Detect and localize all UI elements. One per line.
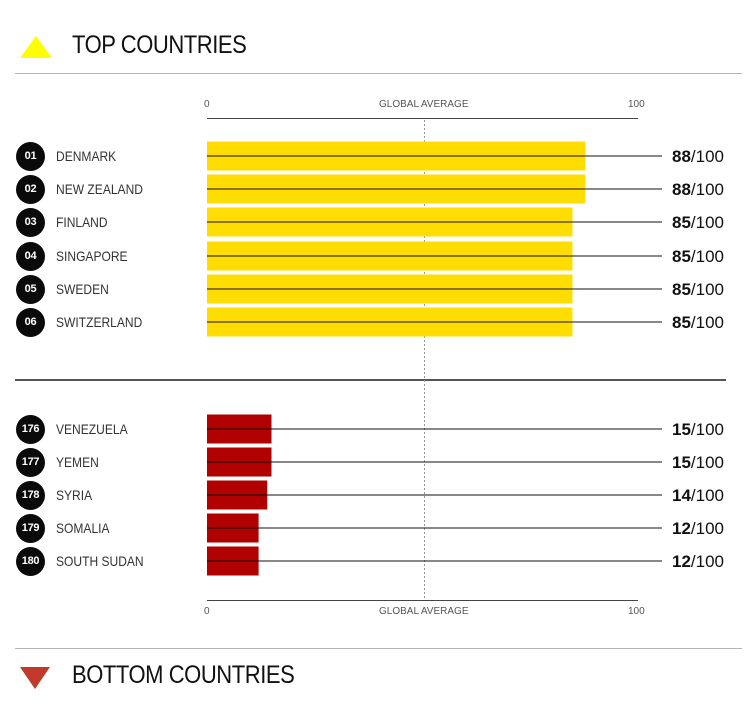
country-label: YEMEN	[56, 454, 99, 470]
score-value: 88	[672, 180, 691, 199]
country-label: FINLAND	[56, 214, 108, 230]
score-label: 12/100	[672, 520, 724, 537]
score-value: 85	[672, 247, 691, 266]
score-value: 15	[672, 453, 691, 472]
score-suffix: /100	[690, 420, 725, 439]
triangle-up-icon	[20, 36, 52, 58]
top-axis-max-label: 100	[628, 99, 645, 110]
rank-badge: 06	[16, 307, 45, 337]
top-countries-heading: TOP COUNTRIES	[72, 31, 247, 59]
country-label: VENEZUELA	[56, 421, 128, 437]
score-suffix: /100	[690, 486, 725, 505]
score-suffix: /100	[690, 453, 725, 472]
country-label: SINGAPORE	[56, 248, 128, 264]
rank-badge: 02	[16, 174, 45, 204]
score-label: 85/100	[672, 314, 724, 331]
score-suffix: /100	[690, 280, 725, 299]
score-suffix: /100	[690, 147, 725, 166]
top-heading-divider	[15, 73, 742, 74]
score-label: 88/100	[672, 148, 724, 165]
bottom-heading-divider	[15, 648, 742, 649]
rank-badge: 177	[16, 447, 45, 477]
score-suffix: /100	[690, 313, 725, 332]
country-label: SWEDEN	[56, 281, 109, 297]
score-value: 12	[672, 552, 691, 571]
country-label: SOUTH SUDAN	[56, 553, 144, 569]
rank-badge: 179	[16, 513, 45, 543]
score-suffix: /100	[690, 213, 725, 232]
rank-badge: 01	[16, 141, 45, 171]
score-value: 12	[672, 519, 691, 538]
rank-badge: 176	[16, 414, 45, 444]
score-label: 88/100	[672, 181, 724, 198]
score-label: 12/100	[672, 553, 724, 570]
bottom-axis-min-label: 0	[204, 606, 210, 617]
score-label: 85/100	[672, 281, 724, 298]
score-label: 14/100	[672, 487, 724, 504]
score-value: 85	[672, 213, 691, 232]
triangle-down-icon	[20, 667, 50, 689]
rank-badge: 05	[16, 274, 45, 304]
rank-badge: 180	[16, 546, 45, 576]
score-label: 15/100	[672, 454, 724, 471]
score-value: 85	[672, 280, 691, 299]
score-value: 15	[672, 420, 691, 439]
country-label: SOMALIA	[56, 520, 110, 536]
bottom-axis-max-label: 100	[628, 606, 645, 617]
bottom-axis-global-average-label: GLOBAL AVERAGE	[379, 606, 469, 617]
country-label: SYRIA	[56, 487, 93, 503]
top-axis-min-label: 0	[204, 99, 210, 110]
score-value: 88	[672, 147, 691, 166]
score-value: 14	[672, 486, 691, 505]
score-label: 15/100	[672, 421, 724, 438]
rank-badge: 178	[16, 480, 45, 510]
score-label: 85/100	[672, 248, 724, 265]
rank-badge: 03	[16, 207, 45, 237]
rank-badge: 04	[16, 241, 45, 271]
score-suffix: /100	[690, 552, 725, 571]
bottom-countries-heading: BOTTOM COUNTRIES	[72, 661, 295, 689]
section-divider	[15, 379, 726, 381]
score-label: 85/100	[672, 214, 724, 231]
score-suffix: /100	[690, 247, 725, 266]
country-label: NEW ZEALAND	[56, 181, 143, 197]
score-value: 85	[672, 313, 691, 332]
score-suffix: /100	[690, 519, 725, 538]
top-axis-global-average-label: GLOBAL AVERAGE	[379, 99, 469, 110]
score-suffix: /100	[690, 180, 725, 199]
country-label: DENMARK	[56, 148, 117, 164]
country-label: SWITZERLAND	[56, 314, 143, 330]
